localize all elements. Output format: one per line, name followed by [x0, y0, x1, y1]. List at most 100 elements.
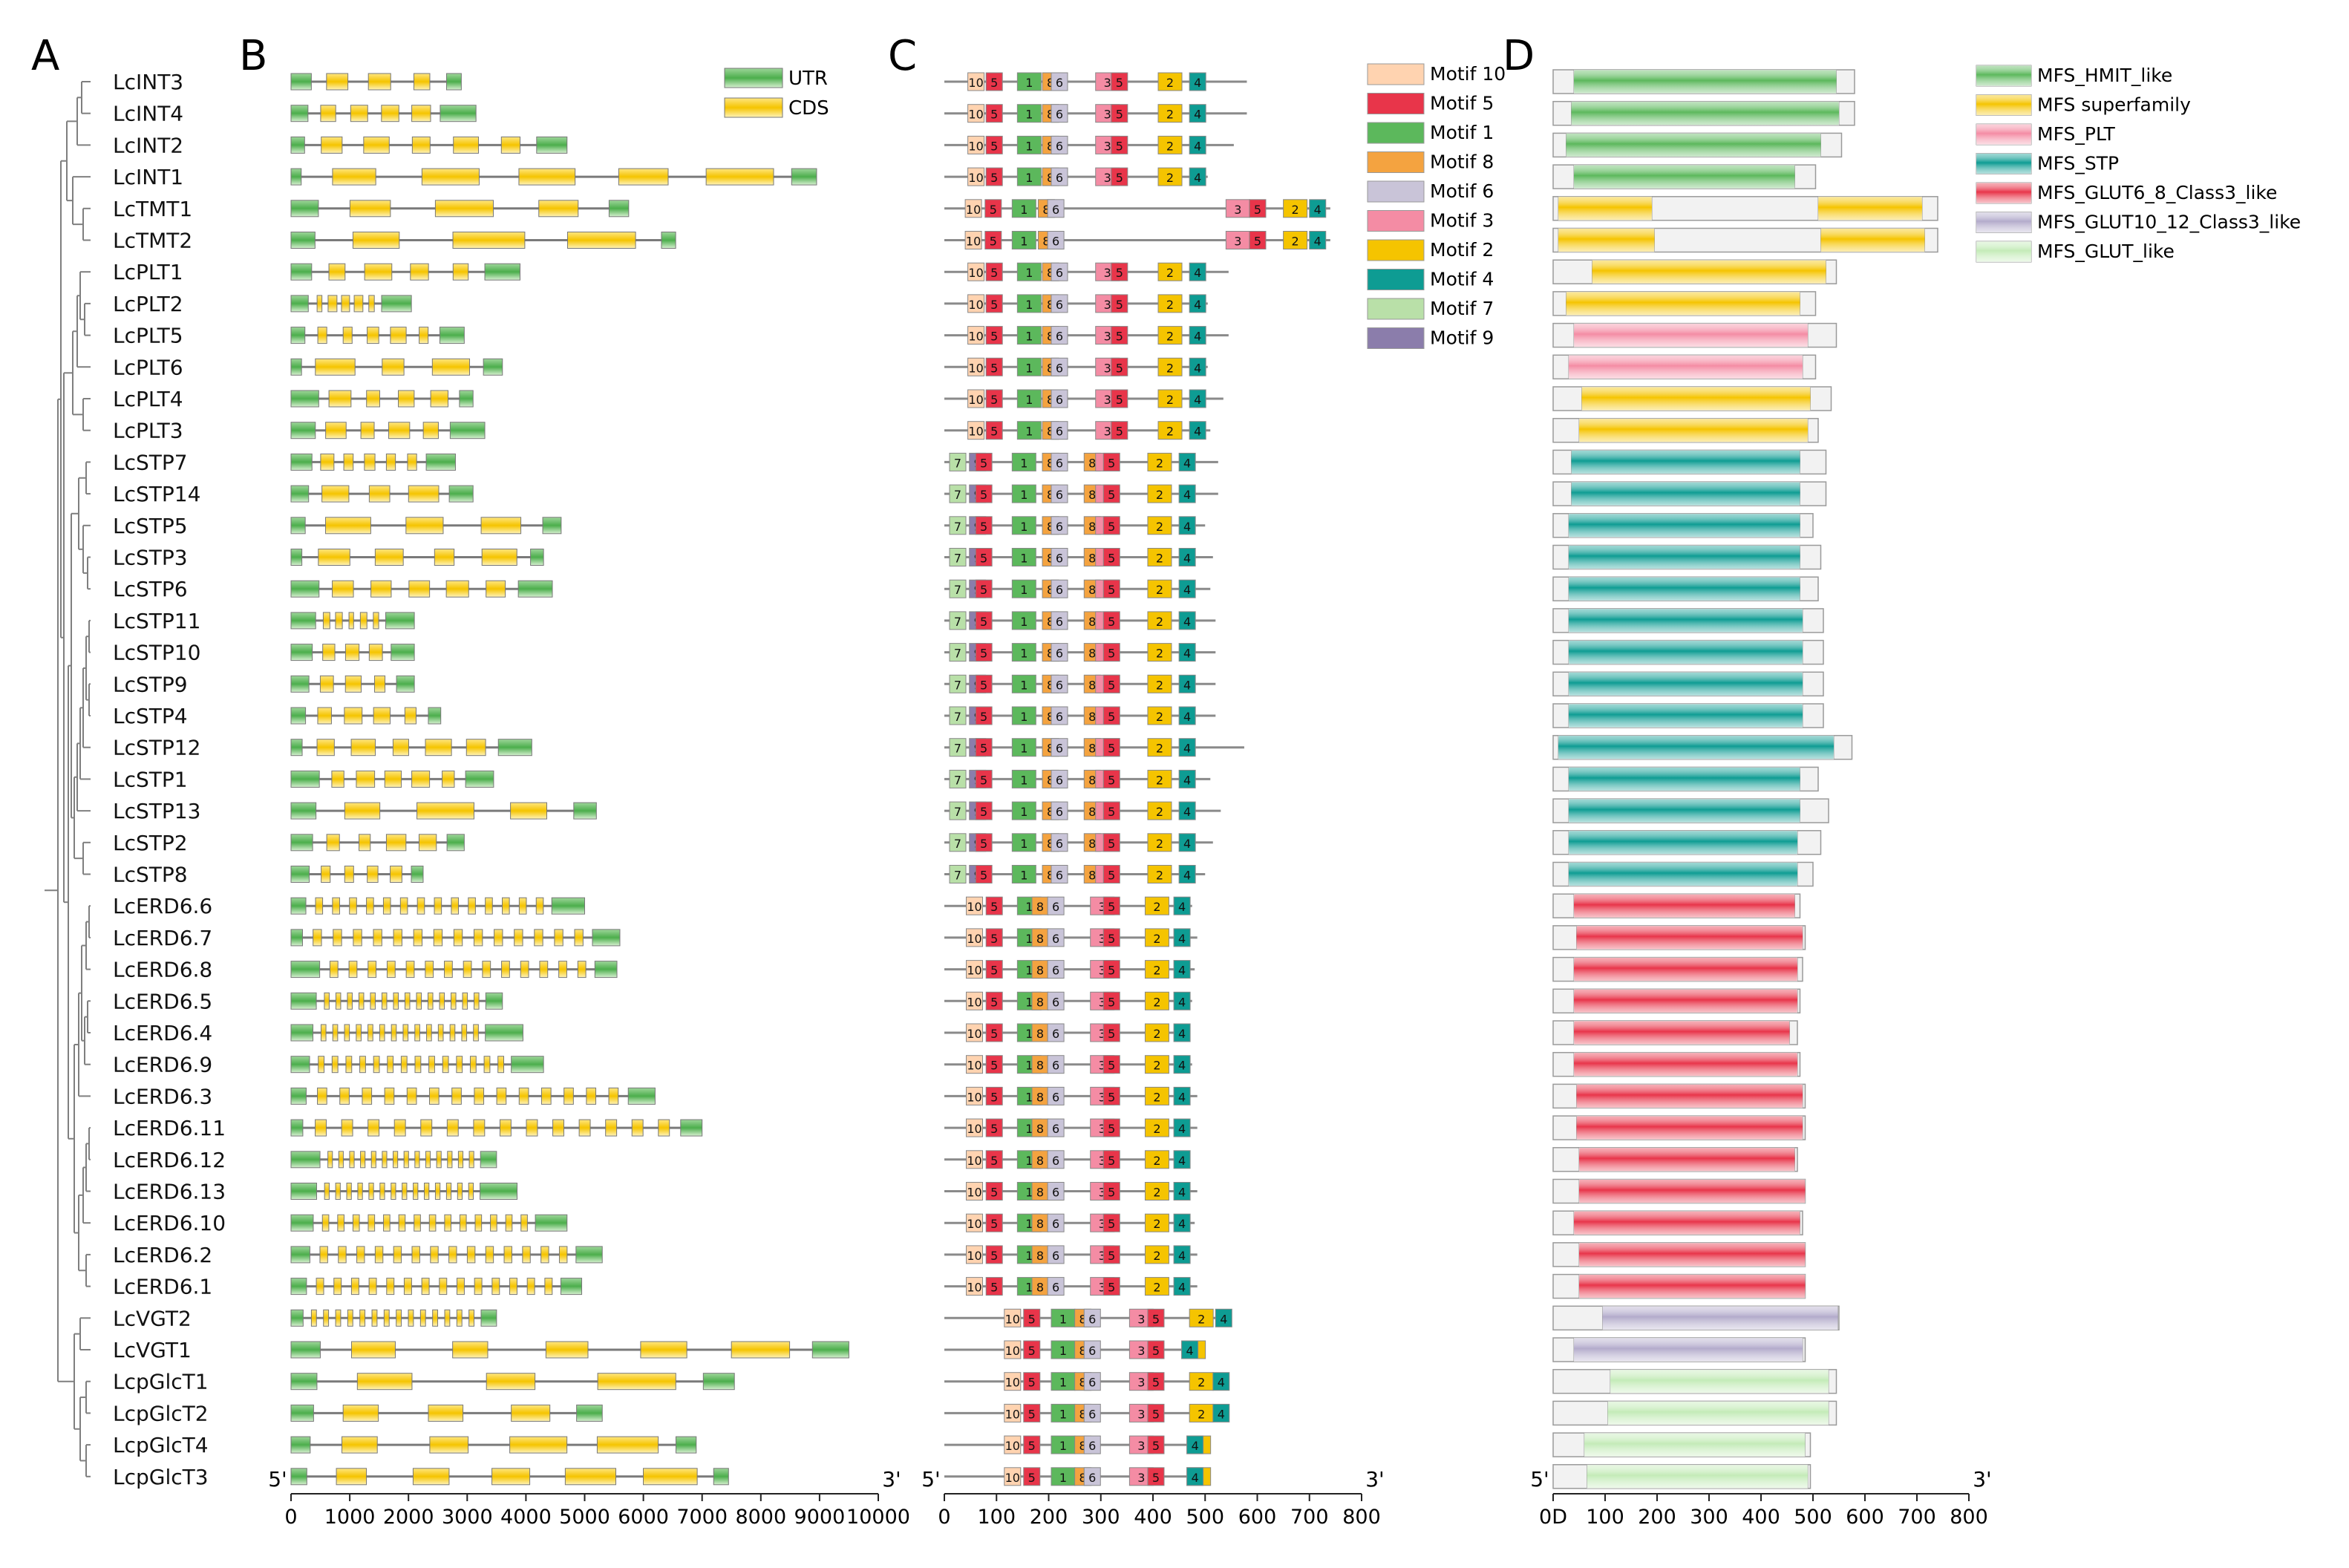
utr3-LcERD6.13 [480, 1183, 518, 1200]
exon-LcpGlcT3-4 [643, 1468, 698, 1486]
exon-LcERD6.6-7 [434, 897, 442, 915]
motif-label-LcINT2-4: 6 [1056, 139, 1063, 153]
motif-label-LcERD6.5-5: 3 [1099, 995, 1106, 1009]
motif-label-LcTMT1-5: 3 [1234, 203, 1241, 217]
domain-shade-LcINT1-0 [1574, 165, 1795, 189]
motif-label-LcPLT5-2: 1 [1025, 330, 1033, 344]
motif-LcERD6.4-7 [1144, 1023, 1169, 1042]
motif-LcSTP2-0 [949, 833, 967, 852]
domain-shade-LcSTP7-0 [1571, 450, 1800, 474]
exon-LcERD6.1-13 [544, 1278, 553, 1296]
motif-label-LcERD6.4-1: 5 [990, 1027, 998, 1041]
motif-label-LcERD6.4-0: 10 [967, 1027, 981, 1041]
utr5-LcERD6.2 [290, 1246, 310, 1264]
exon-LcERD6.10-2 [352, 1214, 360, 1232]
utr3-LcpGlcT1 [702, 1373, 735, 1391]
motif-label-LcpGlcT1-4: 6 [1088, 1376, 1096, 1390]
motif-label-LcSTP4-4: 8 [1047, 710, 1054, 724]
motif-label-LcERD6.9-6: 5 [1108, 1059, 1115, 1073]
panel-label-c: C [888, 32, 917, 80]
exon-LcPLT5-0 [317, 327, 327, 344]
motif-LcSTP5-2 [975, 516, 993, 535]
motif-LcERD6.4-0 [966, 1023, 984, 1042]
motif-LcERD6.7-1 [985, 928, 1003, 947]
motif-LcERD6.12-4 [1047, 1150, 1065, 1169]
motif-label-LcSTP5-2: 5 [980, 520, 987, 534]
motif-label-LcVGT2-7: 2 [1198, 1312, 1205, 1326]
exon-LcERD6.13-2 [346, 1183, 352, 1200]
exon-LcpGlcT2-0 [342, 1404, 379, 1422]
motif-LcPLT6-1 [985, 357, 1003, 376]
motif-label-LcPLT5-8: 4 [1194, 330, 1201, 344]
motif-LcINT4-4 [1051, 104, 1068, 123]
utr3-LcERD6.9 [511, 1056, 544, 1074]
motif-LcSTP8-9 [1147, 865, 1172, 883]
motif-LcSTP14-8 [1102, 484, 1120, 503]
axis-tick-label-10000: 10000 [846, 1506, 910, 1529]
motif-label-LcERD6.4-6: 5 [1108, 1027, 1115, 1041]
motif-LcERD6.8-6 [1102, 960, 1120, 979]
motif-LcERD6.1-8 [1173, 1277, 1191, 1296]
motif-label-LcpGlcT3-0: 10 [1005, 1471, 1020, 1485]
utr5-LcSTP10 [290, 644, 313, 662]
utr3-LcPLT4 [459, 390, 474, 408]
motif-label-LcINT1-6: 5 [1116, 171, 1123, 185]
exon-LcERD6.10-0 [321, 1214, 330, 1232]
motif-label-LcPLT6-2: 1 [1025, 361, 1033, 375]
motif-label-LcSTP5-10: 4 [1183, 520, 1191, 534]
exon-LcINT1-2 [518, 168, 576, 186]
motif-LcSTP3-0 [949, 548, 967, 566]
utr5-LcSTP1 [290, 770, 320, 788]
exon-LcERD6.11-6 [473, 1119, 486, 1137]
motif-label-LcSTP4-5: 6 [1056, 710, 1063, 724]
exon-LcERD6.12-8 [414, 1151, 420, 1169]
motif-LcSTP8-3 [1011, 865, 1036, 883]
motif-label-LcSTP1-5: 6 [1056, 773, 1063, 787]
motif-label-LcPLT5-6: 5 [1116, 330, 1123, 344]
utr5-LcSTP7 [290, 453, 313, 471]
motif-label-LcSTP10-4: 8 [1047, 647, 1054, 661]
exon-LcVGT2-6 [383, 1309, 390, 1327]
motif-label-LcERD6.2-1: 5 [990, 1249, 998, 1263]
motif-label-LcSTP9-4: 8 [1047, 678, 1054, 692]
domain-shade-LcpGlcT3-0 [1587, 1464, 1808, 1489]
exon-LcERD6.3-0 [317, 1087, 327, 1105]
motif-LcERD6.10-0 [966, 1213, 984, 1232]
motif-LcSTP14-3 [1011, 484, 1036, 503]
motif-LcSTP7-0 [949, 452, 967, 471]
motif-LcTMT2-8 [1309, 231, 1327, 249]
exon-LcERD6.13-7 [402, 1183, 408, 1200]
motif-label-LcPLT3-4: 6 [1056, 425, 1063, 439]
motif-label-LcSTP14-4: 8 [1047, 488, 1054, 502]
exon-LcVGT2-7 [396, 1309, 402, 1327]
motif-label-LcSTP1-8: 5 [1108, 773, 1115, 787]
axis-tick-label-100: 100 [1586, 1506, 1624, 1529]
motif-LcINT1-0 [967, 167, 985, 186]
motif-LcSTP2-3 [1011, 833, 1036, 852]
motif-label-LcPLT6-3: 8 [1047, 361, 1054, 375]
motif-label-LcSTP7-4: 8 [1047, 456, 1054, 470]
phylogenetic-tree [45, 81, 91, 1477]
motif-LcERD6.5-7 [1144, 991, 1169, 1010]
domain-shade-LcPLT4-0 [1581, 387, 1811, 411]
motif-LcSTP1-2 [975, 769, 993, 788]
motif-LcpGlcT4-1 [1023, 1435, 1041, 1454]
exon-LcERD6.13-8 [413, 1183, 419, 1200]
motif-LcPLT4-4 [1051, 389, 1068, 408]
gene-label-LcSTP9: LcSTP9 [113, 672, 188, 696]
motif-label-LcSTP5-6: 8 [1088, 520, 1096, 534]
exon-LcPLT2-4 [368, 295, 375, 313]
utr3-LcVGT1 [811, 1341, 849, 1359]
exon-LcpGlcT4-1 [429, 1436, 469, 1454]
motif-LcERD6.6-7 [1144, 896, 1169, 915]
motif-label-LcTMT1-2: 1 [1020, 203, 1028, 217]
domain-shade-LcSTP10-0 [1569, 640, 1803, 664]
motif-label-LcINT1-8: 4 [1194, 171, 1201, 185]
motif-label-LcpGlcT2-7: 2 [1198, 1407, 1205, 1421]
motif-LcSTP9-5 [1051, 674, 1068, 693]
motif-label-LcSTP1-4: 8 [1047, 773, 1054, 787]
motif-LcPLT4-0 [967, 389, 985, 408]
domain-shade-LcINT4-0 [1571, 101, 1839, 125]
motif-LcINT2-4 [1051, 135, 1068, 154]
motif-label-LcPLT1-1: 5 [990, 266, 998, 280]
